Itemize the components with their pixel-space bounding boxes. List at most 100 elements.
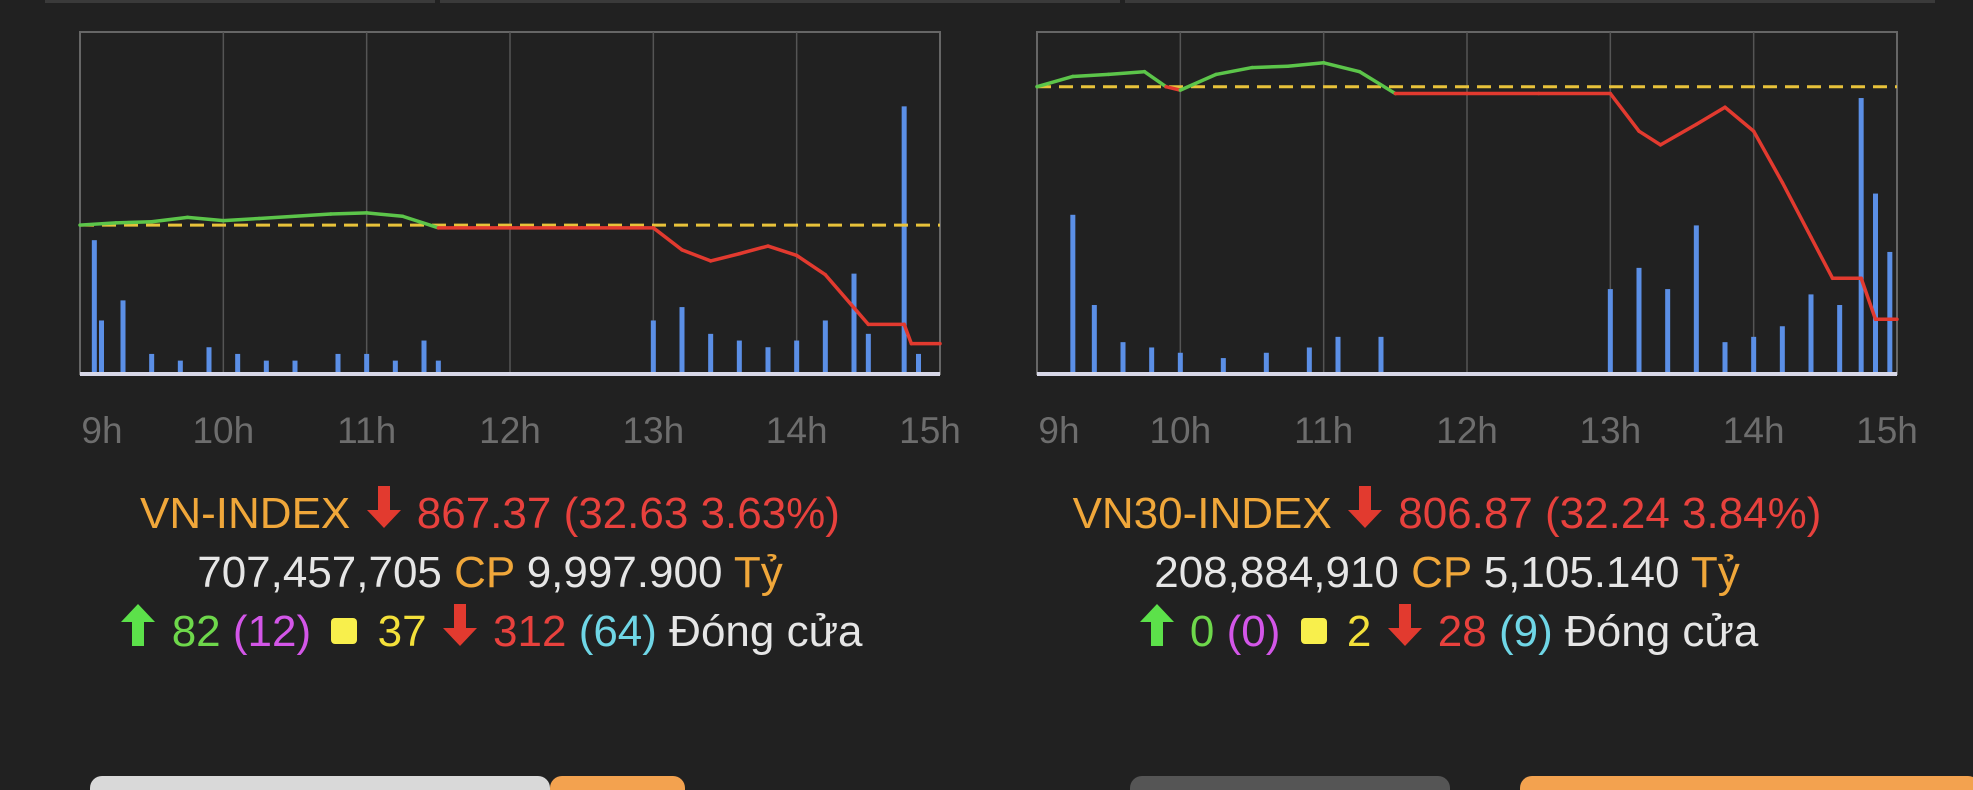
volume-bar [421,340,427,374]
advancers-count: 0 [1189,607,1215,657]
price-segment [651,226,684,252]
index-change: (32.63 3.63%) [563,489,840,539]
index-value: 867.37 [416,489,552,539]
price-segment [1035,74,1075,89]
price-segment [794,253,828,277]
index-summary: VN30-INDEX 806.87 (32.24 3.84%) [957,486,1937,545]
vn30-index-panel: 9h 10h 11h 12h 13h 14h 15h VN30-INDEX 806.87 (… [957,0,1937,700]
arrow-down-icon [1344,484,1386,541]
top-divider-mid [440,0,1120,3]
decliners-count: 28 [1437,607,1487,657]
bottom-tab-left[interactable] [90,776,550,790]
price-segment [1071,72,1111,79]
volume-bar [1220,358,1226,374]
price-segment [1250,64,1290,70]
vn30-index-chart[interactable] [957,0,1937,400]
price-segment [708,251,742,263]
ceiling-count: (12) [232,607,312,657]
market-status: Đóng cửa [669,607,863,657]
x-tick-label: 10h [1149,410,1212,451]
x-tick-label: 11h [337,410,397,451]
volume-summary: 208,884,910 CP 5,105.140 Tỷ [957,548,1937,598]
turnover-unit: Tỷ [733,548,783,597]
volume-unit: CP [1411,548,1472,597]
volume-bar [865,333,871,374]
price-segment [1286,61,1326,68]
price-segment [1751,129,1785,185]
x-tick-label: 14h [765,410,828,451]
x-tick-label: 10h [192,410,255,451]
price-segment [680,248,713,263]
volume-value: 707,457,705 [197,548,442,597]
price-segment [902,322,914,346]
volume-bar [679,307,685,374]
volume-bar [1607,289,1613,374]
vn-index-chart[interactable] [0,0,980,400]
bottom-tab-right[interactable] [1520,776,1973,790]
volume-bar [1837,305,1843,374]
x-tick-label: 11h [1294,410,1354,451]
x-tick-label: 12h [1436,410,1498,451]
top-divider-right [1125,0,1935,3]
decliners-count: 312 [493,607,567,657]
volume-bar [364,353,370,374]
price-segment [149,215,190,224]
volume-bar [1751,336,1757,374]
price-segment [364,211,405,218]
price-segment [1608,91,1641,133]
volume-bar [1722,342,1728,374]
price-segment [1142,69,1168,89]
volume-bar [851,273,857,374]
price-segment [1214,65,1254,77]
price-segment [293,212,333,218]
volume-bar [901,106,907,374]
volume-bar [1873,193,1878,374]
volume-bar [1665,289,1671,374]
bottom-tab-left-accent[interactable] [550,776,685,790]
arrow-down-icon [1384,602,1426,659]
arrow-down-icon [363,484,405,541]
price-segment [400,214,441,230]
index-change: (32.24 3.84%) [1545,489,1822,539]
price-segment [1637,129,1663,147]
price-segment [766,244,799,258]
x-tick-label: 15h [899,410,961,451]
volume-bar [392,360,398,374]
price-segment [185,215,226,223]
index-name: VN30-INDEX [1072,489,1332,539]
volume-bar [335,353,341,374]
x-tick-label: 9h [81,410,123,451]
price-segment [1321,61,1362,74]
volume-bar [435,360,441,374]
volume-value: 208,884,910 [1154,548,1399,597]
turnover-value: 5,105.140 [1483,548,1680,597]
advancers-count: 82 [171,607,221,657]
price-segment [329,211,369,216]
index-summary: VN-INDEX 867.37 (32.63 3.63%) [0,486,980,545]
price-segment [852,306,871,327]
volume-bar [1306,347,1312,374]
price-segment [1723,105,1756,133]
x-tick-label: 13h [622,410,685,451]
price-segment [114,220,154,225]
price-segment [78,221,118,227]
unchanged-count: 37 [377,607,427,657]
price-segment [737,244,770,256]
price-segment [1106,69,1147,77]
arrow-down-icon [439,602,481,659]
turnover-value: 9,997.900 [526,548,723,597]
floor-count: (64) [578,607,657,657]
x-tick-label: 15h [1856,410,1918,451]
breadth-summary: 82 (12) 37 312 (64) Đóng cửa [0,604,980,663]
volume-bar [1263,352,1269,374]
x-tick-label: 14h [1722,410,1785,451]
price-segment [823,272,856,310]
bottom-tab-mid[interactable] [1130,776,1450,790]
index-name: VN-INDEX [140,489,351,539]
volume-bar [822,320,828,374]
ceiling-count: (0) [1226,607,1281,657]
floor-count: (9) [1498,607,1553,657]
unchanged-count: 2 [1346,607,1372,657]
volume-bar [1177,352,1183,374]
volume-bar [650,320,656,374]
